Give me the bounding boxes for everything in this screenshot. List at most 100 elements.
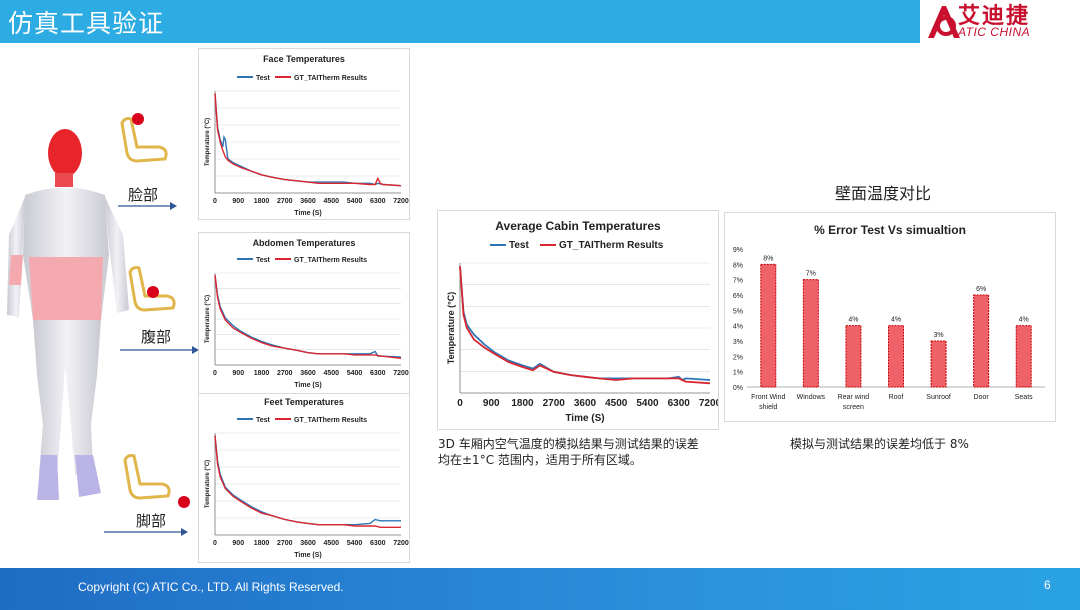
x-tick-label: 3600 — [574, 398, 597, 409]
x-tick-label: 7200 — [393, 198, 409, 205]
y-axis-label: Temperature (°C) — [446, 292, 456, 364]
legend-label: GT_TAITherm Results — [294, 75, 367, 82]
seat-icon-face — [120, 113, 168, 163]
legend-label: Test — [509, 240, 529, 251]
y-tick-label: 7% — [733, 278, 743, 285]
y-axis-label: Temperature (°C) — [205, 295, 211, 343]
x-tick-label: 1800 — [254, 370, 270, 377]
category-label: Rear wind — [838, 394, 870, 401]
legend-label: Test — [256, 257, 271, 264]
cabin-chart: Test GT_TAITherm Results 0 900 1800 2700 3600 4… — [446, 240, 718, 424]
x-tick-label: 6300 — [668, 398, 691, 409]
atic-logo-icon — [928, 6, 960, 38]
error-bar — [845, 325, 862, 388]
y-axis-label: Temperature (°C) — [205, 118, 211, 166]
y-tick-label: 3% — [733, 339, 743, 346]
bar-value-label: 3% — [934, 332, 944, 339]
x-axis-label: Time (S) — [294, 382, 322, 389]
x-tick-label: 5400 — [347, 198, 363, 205]
arrow-abdomen — [120, 346, 199, 354]
error-chart-title: % Error Test Vs simualtion — [814, 223, 966, 237]
body-part-label-feet: 脚部 — [136, 512, 167, 530]
x-axis-label: Time (S) — [565, 413, 604, 424]
bar-value-label: 4% — [891, 317, 901, 324]
legend-label: GT_TAITherm Results — [559, 240, 664, 251]
abdomen-chart-panel: Abdomen Temperatures Test GT_TAITherm Res… — [198, 232, 410, 394]
y-tick-label: 1% — [733, 370, 743, 377]
cabin-chart-title: Average Cabin Temperatures — [495, 219, 661, 233]
x-tick-label: 2700 — [277, 198, 293, 205]
y-tick-label: 0% — [733, 385, 743, 392]
x-tick-label: 4500 — [323, 198, 339, 205]
category-label: Sunroof — [926, 394, 951, 401]
x-tick-label: 2700 — [277, 540, 293, 547]
feet-chart: Test GT_TAITherm Results 0 900 1800 2700 3600 4… — [205, 417, 409, 559]
logo-area — [920, 0, 1080, 43]
x-tick-label: 4500 — [323, 370, 339, 377]
category-label: Seats — [1015, 394, 1033, 401]
x-tick-label: 7200 — [699, 398, 718, 409]
x-tick-label: 5400 — [347, 370, 363, 377]
head-shape — [48, 129, 82, 177]
legend-label: Test — [256, 75, 271, 82]
logo-en-text: ATIC CHINA — [958, 25, 1031, 39]
feet-chart-title: Feet Temperatures — [264, 397, 344, 407]
error-caption: 模拟与测试结果的误差均低于 8% — [790, 437, 969, 451]
footer-bar: Copyright (C) ATIC Co., LTD. All Rights … — [0, 568, 1080, 610]
error-bar — [1015, 325, 1032, 388]
legend-label: GT_TAITherm Results — [294, 257, 367, 264]
category-label: Front Wind — [751, 394, 785, 401]
x-tick-label: 900 — [483, 398, 500, 409]
wall-temp-title: 壁面温度对比 — [835, 184, 932, 203]
error-bar — [760, 263, 777, 388]
arrow-feet — [104, 528, 188, 536]
abdomen-chart: Test GT_TAITherm Results 0 900 1800 2700 3600 4… — [205, 257, 409, 389]
x-tick-label: 2700 — [277, 370, 293, 377]
sim-series-line — [214, 275, 402, 359]
bar-value-label: 7% — [806, 271, 816, 278]
x-tick-label: 0 — [213, 540, 217, 547]
test-series-line — [214, 435, 401, 526]
x-tick-label: 4500 — [605, 398, 628, 409]
sim-series-line — [214, 93, 402, 187]
x-tick-label: 5400 — [636, 398, 659, 409]
test-series-line — [459, 266, 711, 382]
error-bar — [802, 279, 819, 388]
body-part-label-abdomen: 腹部 — [141, 328, 172, 346]
bar-value-label: 6% — [976, 286, 986, 293]
x-tick-label: 1800 — [254, 198, 270, 205]
abdomen-chart-title: Abdomen Temperatures — [252, 238, 356, 248]
legend-label: GT_TAITherm Results — [294, 417, 367, 424]
y-tick-label: 5% — [733, 308, 743, 315]
x-tick-label: 0 — [213, 370, 217, 377]
x-tick-label: 5400 — [347, 540, 363, 547]
sim-series-line — [459, 266, 711, 385]
x-tick-label: 6300 — [370, 540, 386, 547]
x-tick-label: 0 — [457, 398, 463, 409]
error-bar-chart: 0% 1% 2% 3% 4% 5% 6% 7% 8% 9% 8% Front Wind shield 7%… — [733, 247, 1045, 411]
seat-icon-abdomen — [128, 266, 176, 312]
x-axis-label: Time (S) — [294, 210, 322, 217]
face-chart-panel: Face Temperatures Test GT_TAITherm Result… — [198, 48, 410, 220]
sim-series-line — [214, 435, 401, 529]
face-chart-title: Face Temperatures — [263, 54, 345, 64]
x-tick-label: 900 — [232, 198, 244, 205]
abdomen-shape — [29, 257, 103, 320]
x-tick-label: 2700 — [543, 398, 566, 409]
category-label: shield — [759, 404, 777, 411]
page-number: 6 — [1044, 578, 1051, 592]
category-label: Roof — [889, 394, 904, 401]
header-bar — [0, 0, 1080, 43]
x-tick-label: 1800 — [254, 540, 270, 547]
x-tick-label: 4500 — [323, 540, 339, 547]
category-label: screen — [843, 404, 864, 411]
cabin-caption: 3D 车厢内空气温度的模拟结果与测试结果的误差均在±1°C 范围内，适用于所有区… — [438, 437, 699, 467]
x-tick-label: 3600 — [300, 198, 316, 205]
y-tick-label: 2% — [733, 354, 743, 361]
category-label: Door — [974, 394, 990, 401]
y-tick-label: 6% — [733, 293, 743, 300]
x-tick-label: 900 — [232, 540, 244, 547]
error-bar — [973, 294, 990, 388]
page-title: 仿真工具验证 — [8, 9, 165, 38]
body-part-label-face: 脸部 — [128, 186, 159, 204]
